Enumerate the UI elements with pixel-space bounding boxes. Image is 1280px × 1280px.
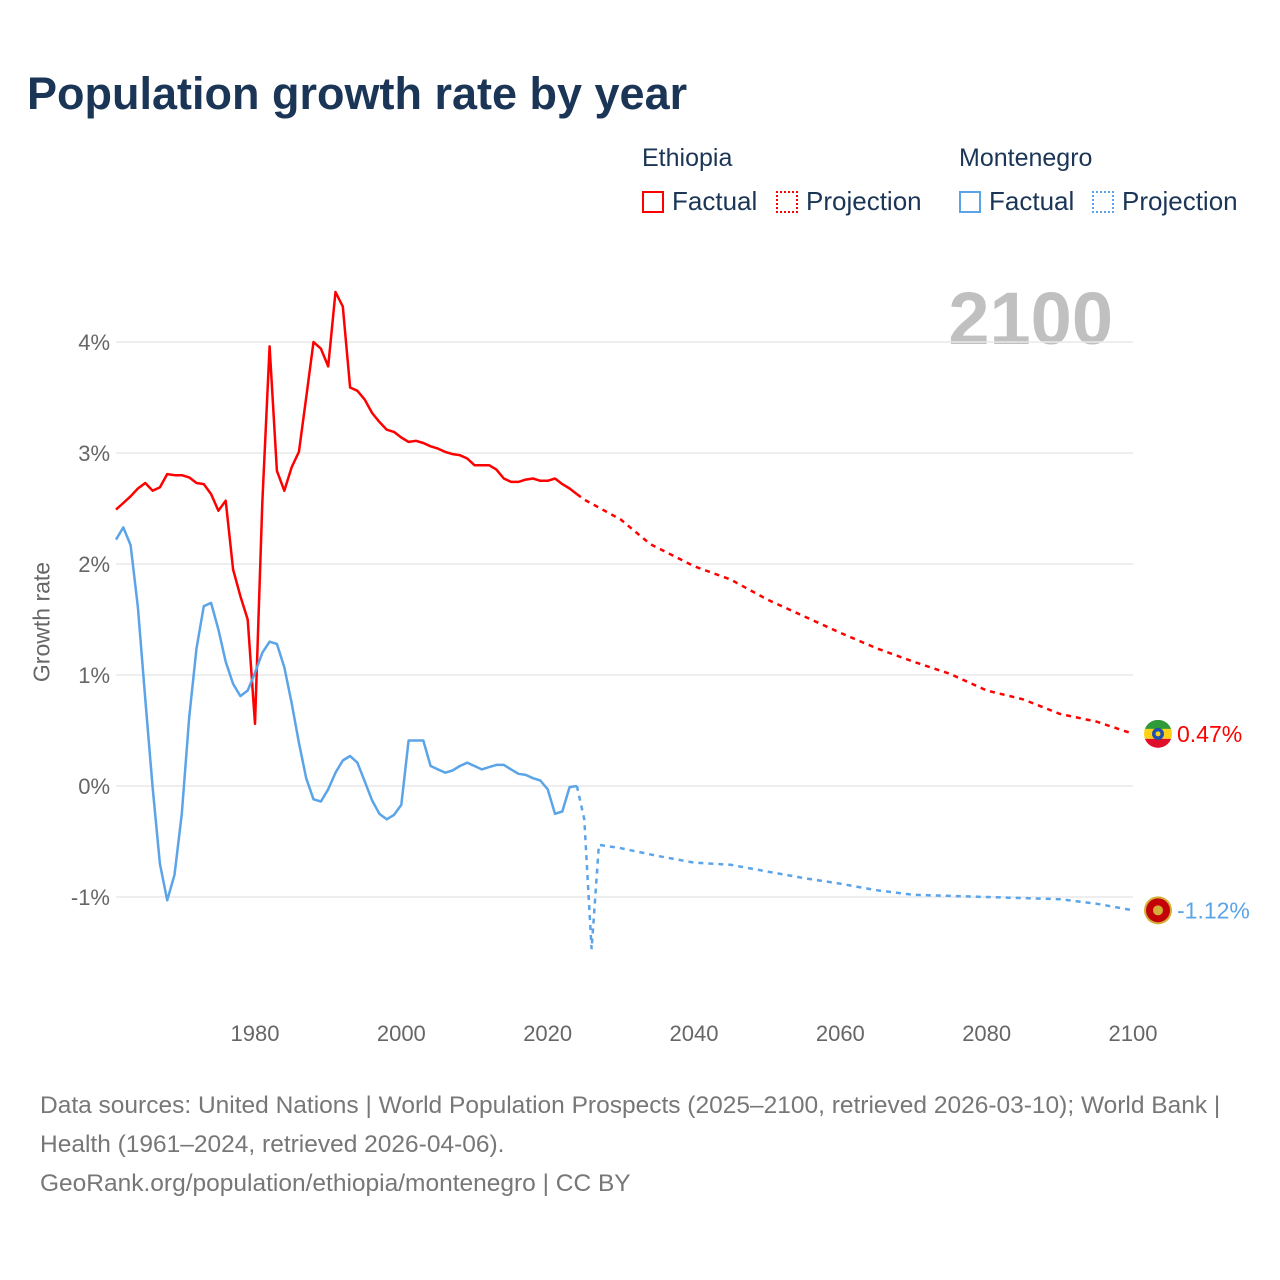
current-year-label: 2100	[948, 277, 1113, 360]
montenegro-projection-line	[575, 785, 1134, 950]
y-tick-label: 4%	[78, 330, 110, 355]
legend-swatch-dotted	[1092, 190, 1114, 213]
legend-label: Factual	[672, 186, 758, 216]
legend-swatch-dotted	[776, 190, 798, 213]
legend-ethiopia-heading: Ethiopia	[642, 144, 733, 172]
montenegro-flag-icon	[1144, 896, 1172, 925]
legend-label: Projection	[806, 186, 922, 216]
y-tick-label: -1%	[71, 885, 110, 910]
flag-stripe-green	[1144, 719, 1172, 730]
x-tick-label: 2060	[816, 1021, 865, 1046]
y-tick-label: 1%	[78, 663, 110, 688]
legend-montenegro-heading: Montenegro	[959, 144, 1093, 172]
legend-ethiopia-projection[interactable]: Projection	[776, 186, 922, 217]
x-tick-label: 2100	[1109, 1021, 1158, 1046]
legend-montenegro-factual[interactable]: Factual	[959, 186, 1074, 217]
credit-link[interactable]: GeoRank.org/population/ethiopia/monteneg…	[40, 1170, 631, 1197]
x-tick-label: 2020	[523, 1021, 572, 1046]
montenegro-factual-line	[114, 526, 578, 902]
legend-label: Factual	[989, 186, 1075, 216]
y-tick-label: 0%	[78, 774, 110, 799]
y-tick-label: 3%	[78, 441, 110, 466]
legend-montenegro-projection[interactable]: Projection	[1092, 186, 1238, 217]
x-tick-label: 2000	[377, 1021, 426, 1046]
flag-emblem	[1153, 905, 1163, 916]
montenegro-end-value-label: -1.12%	[1177, 897, 1250, 923]
ethiopia-factual-line	[115, 290, 578, 726]
y-tick-label: 2%	[78, 552, 110, 577]
legend-swatch-solid	[642, 190, 664, 213]
legend-label: Projection	[1122, 186, 1238, 216]
ethiopia-end-value-label: 0.47%	[1177, 721, 1242, 747]
x-tick-label: 2080	[962, 1021, 1011, 1046]
footer: Data sources: United Nations | World Pop…	[40, 1086, 1240, 1203]
x-tick-label: 2040	[670, 1021, 719, 1046]
ethiopia-projection-line	[576, 493, 1134, 735]
legend-ethiopia-factual[interactable]: Factual	[642, 186, 757, 217]
x-tick-label: 1980	[231, 1021, 280, 1046]
data-sources: Data sources: United Nations | World Pop…	[40, 1092, 1221, 1158]
chart-title: Population growth rate by year	[27, 68, 688, 119]
ethiopia-flag-icon	[1144, 719, 1172, 748]
flag-stripe-red	[1144, 738, 1172, 748]
legend-swatch-solid	[959, 190, 981, 213]
flag-star	[1155, 731, 1161, 737]
